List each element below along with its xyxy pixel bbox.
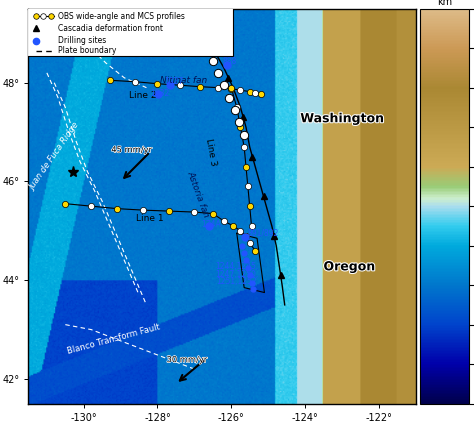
Text: 891/892: 891/892 [248,229,279,238]
Text: Astoria fan: Astoria fan [185,169,210,218]
Text: Cascadia deformation front: Cascadia deformation front [58,24,163,33]
Text: Blanco Transform Fault: Blanco Transform Fault [66,323,161,356]
Text: Line 1: Line 1 [137,214,164,223]
Text: Line 2: Line 2 [129,91,156,99]
Text: Washington: Washington [301,112,383,125]
Text: 1247,1250,: 1247,1250, [215,270,258,279]
Text: 174A: 174A [201,220,221,230]
Text: Juan de Fuca Ridge: Juan de Fuca Ridge [27,122,81,192]
Text: 1251,1252: 1251,1252 [217,277,257,286]
Text: 1032: 1032 [150,89,169,98]
Text: 1027: 1027 [164,77,184,86]
Text: 1244,1245,: 1244,1245, [215,262,258,271]
Text: Plate boundary: Plate boundary [58,46,116,55]
FancyBboxPatch shape [27,1,233,56]
Text: 890: 890 [194,30,209,39]
Text: Oregon: Oregon [323,260,375,273]
Text: Nitinat fan: Nitinat fan [160,76,207,85]
Text: 888: 888 [222,57,237,66]
Text: 889: 889 [193,20,207,30]
Text: 30 mm/yr: 30 mm/yr [166,355,208,364]
Title: km: km [437,0,452,7]
Text: 45 mm/yr: 45 mm/yr [111,145,152,155]
Text: Drilling sites: Drilling sites [58,36,106,45]
Text: OBS wide-angle and MCS profiles: OBS wide-angle and MCS profiles [58,12,185,20]
Text: Line 3: Line 3 [204,138,218,166]
